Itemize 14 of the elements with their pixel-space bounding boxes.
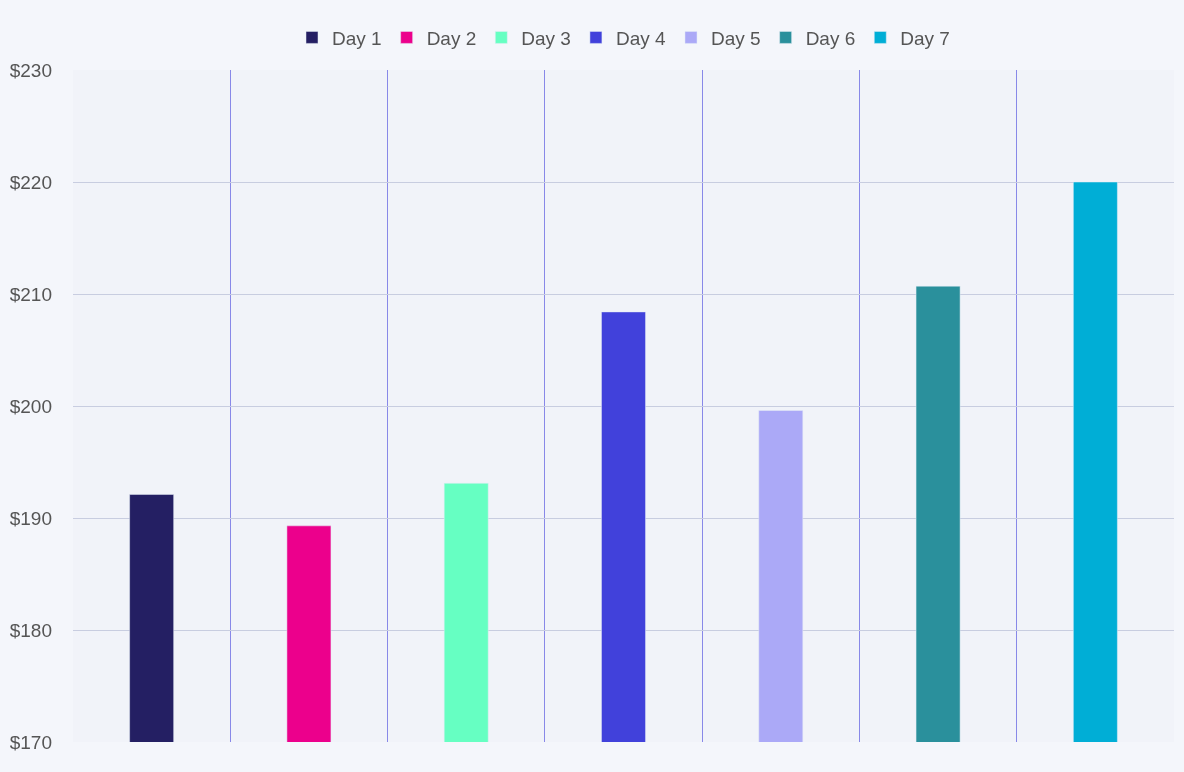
legend-label: Day 1 xyxy=(332,27,382,49)
y-tick-label: $190 xyxy=(9,507,52,529)
legend-label: Day 4 xyxy=(615,27,666,49)
y-tick-label: $210 xyxy=(9,283,52,305)
y-tick-label: $220 xyxy=(9,171,52,193)
legend-label: Day 2 xyxy=(426,27,477,49)
y-tick-label: $180 xyxy=(9,619,52,641)
y-tick-label: $230 xyxy=(9,59,52,81)
legend-label: Day 7 xyxy=(900,27,950,49)
legend-label: Day 5 xyxy=(710,27,761,49)
legend-label: Day 6 xyxy=(805,27,856,49)
y-tick-label: $170 xyxy=(9,731,52,753)
y-tick-label: $200 xyxy=(9,395,52,417)
legend-label: Day 3 xyxy=(521,27,571,49)
